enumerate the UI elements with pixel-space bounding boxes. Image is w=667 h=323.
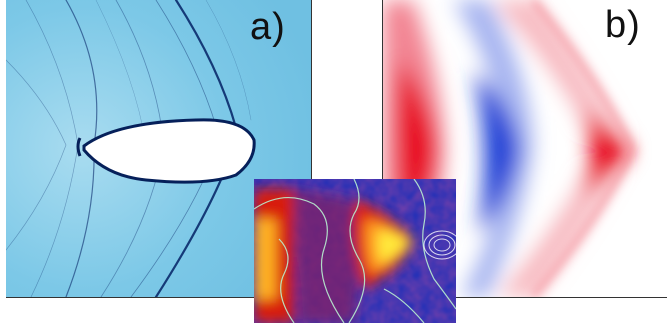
panel-a-label: a)	[250, 6, 286, 48]
panel-a-simulation-image: a)	[6, 0, 312, 298]
panel-a-graphic	[6, 0, 311, 297]
panel-b-label: b)	[605, 4, 641, 46]
inset-graphic	[254, 179, 456, 323]
inset-experiment-image	[254, 179, 456, 323]
